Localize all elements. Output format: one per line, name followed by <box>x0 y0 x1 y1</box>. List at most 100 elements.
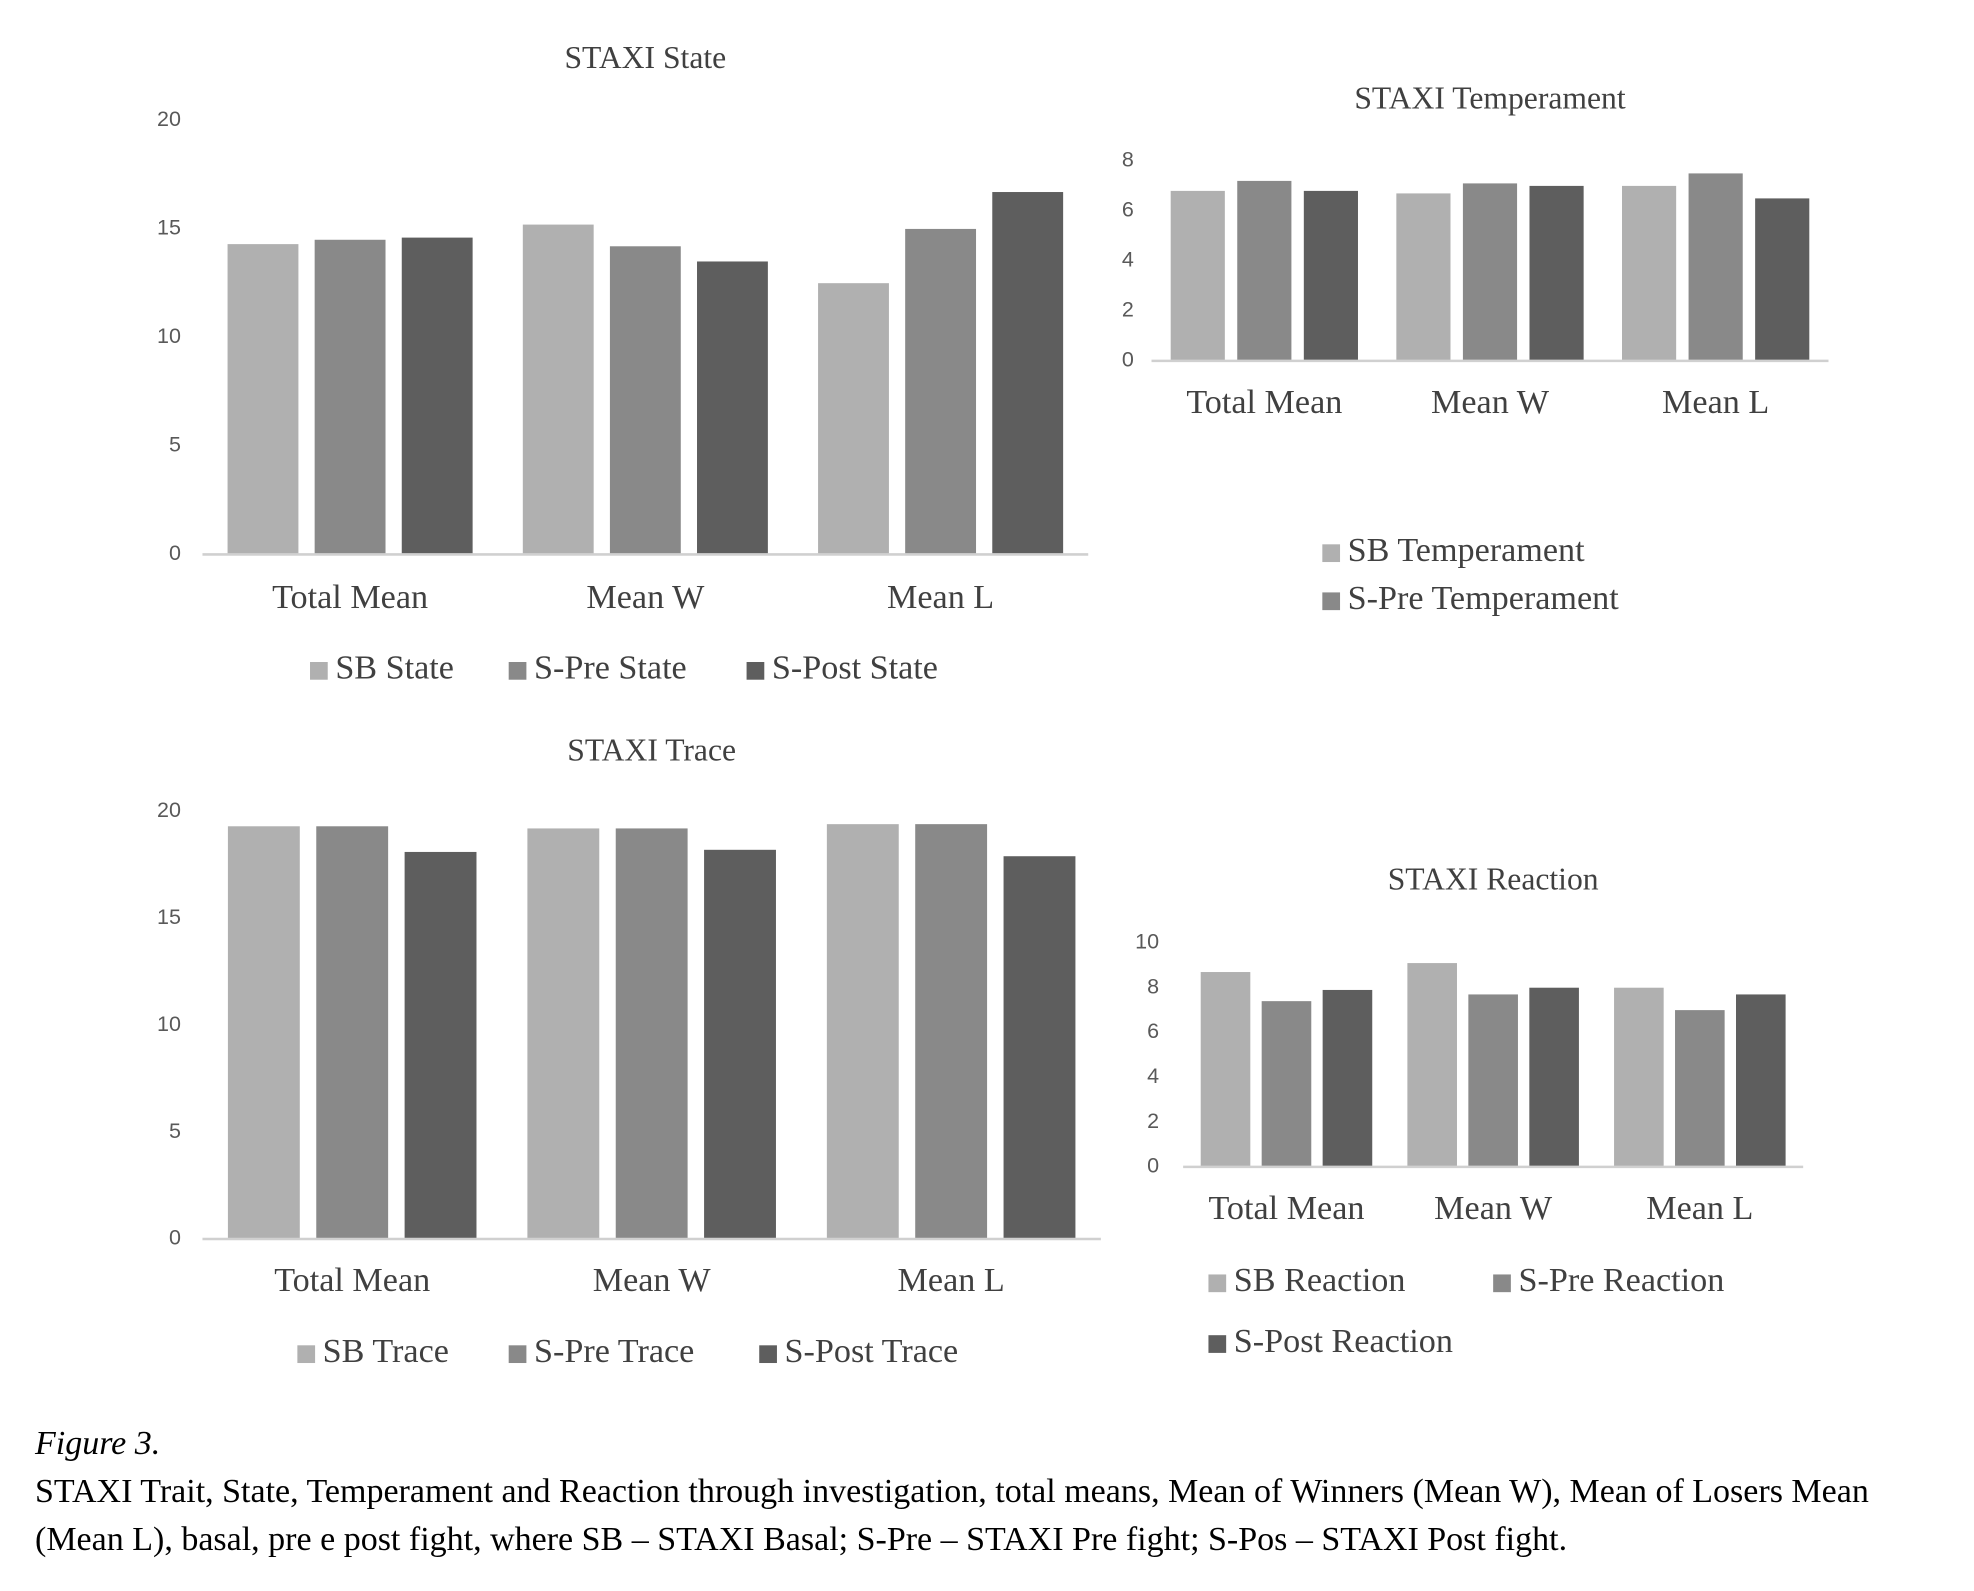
y-tick-label: 15 <box>157 216 181 240</box>
bar <box>1261 1001 1312 1167</box>
y-tick-label: 20 <box>157 107 181 131</box>
legend-label: SB State <box>335 650 454 687</box>
bar <box>227 826 300 1240</box>
caption: Figure 3. STAXI Trait, State, Temperamen… <box>35 1420 1945 1564</box>
x-tick-label: Mean L <box>898 1262 1005 1299</box>
x-tick-label: Mean L <box>887 579 994 616</box>
y-tick-label: 2 <box>1147 1109 1159 1133</box>
legend-swatch <box>1322 592 1341 611</box>
y-tick-label: 2 <box>1122 298 1134 322</box>
legend-label: S-Post Reaction <box>1234 1323 1453 1360</box>
bar <box>1529 185 1584 361</box>
bar <box>615 828 688 1240</box>
bar <box>1614 987 1664 1167</box>
bar <box>826 824 899 1240</box>
legend-swatch <box>508 1345 527 1364</box>
bar <box>1322 989 1373 1167</box>
legend-label: SB Trace <box>323 1333 449 1370</box>
x-tick-label: Total Mean <box>1186 384 1342 421</box>
y-tick-label: 8 <box>1147 974 1159 998</box>
bar <box>1755 198 1810 361</box>
y-tick-label: 8 <box>1122 148 1134 172</box>
legend-swatch <box>1493 1274 1511 1293</box>
x-tick-label: Mean W <box>586 579 705 616</box>
legend-swatch <box>1208 1335 1227 1353</box>
bar <box>1407 963 1457 1167</box>
x-tick-label: Mean W <box>593 1262 712 1299</box>
bar <box>1736 994 1786 1167</box>
bar <box>915 824 988 1240</box>
legend-swatch <box>1208 1274 1227 1293</box>
legend-swatch <box>508 662 527 680</box>
bar <box>818 283 889 555</box>
bar <box>1462 183 1518 361</box>
y-tick-label: 10 <box>157 324 181 348</box>
bar <box>1688 173 1743 361</box>
legend-label: S-Pre Trace <box>534 1333 694 1370</box>
bar <box>992 192 1064 555</box>
legend-swatch <box>310 662 328 680</box>
bar <box>1675 1010 1725 1167</box>
legend-label: S-Post State <box>772 650 938 687</box>
bar <box>527 828 600 1240</box>
legend-label: SB Reaction <box>1234 1262 1406 1299</box>
y-tick-label: 20 <box>157 798 181 822</box>
bar <box>1003 856 1076 1240</box>
chart-title: STAXI Trace <box>567 732 736 767</box>
x-tick-label: Mean L <box>1646 1190 1753 1227</box>
legend-swatch <box>746 662 765 680</box>
bar <box>1529 987 1579 1167</box>
bar <box>905 228 977 555</box>
legend-label: S-Pre Temperament <box>1348 580 1620 617</box>
bar <box>1237 180 1292 361</box>
x-tick-label: Mean L <box>1662 384 1769 421</box>
bar <box>1170 190 1225 361</box>
bar <box>316 826 389 1240</box>
y-tick-label: 5 <box>169 1119 181 1143</box>
y-tick-label: 0 <box>1122 348 1134 372</box>
legend-swatch <box>759 1345 777 1364</box>
x-tick-label: Mean W <box>1431 384 1550 421</box>
legend-label: S-Pre State <box>534 650 687 687</box>
y-tick-label: 10 <box>1135 930 1159 954</box>
bar <box>1303 190 1358 361</box>
legend-swatch <box>1322 544 1341 563</box>
bar <box>1622 185 1677 361</box>
chart-title: STAXI Reaction <box>1388 861 1599 896</box>
bar <box>314 239 386 555</box>
legend-swatch <box>297 1345 316 1364</box>
x-tick-label: Total Mean <box>1208 1190 1364 1227</box>
y-tick-label: 0 <box>169 1226 181 1250</box>
y-tick-label: 6 <box>1147 1019 1159 1043</box>
y-tick-label: 6 <box>1122 198 1134 222</box>
bar <box>697 261 768 555</box>
y-tick-label: 10 <box>157 1012 181 1036</box>
y-tick-label: 5 <box>169 433 181 457</box>
bar <box>609 246 681 555</box>
y-tick-label: 4 <box>1122 248 1134 272</box>
bar <box>1468 994 1518 1167</box>
chart-title: STAXI State <box>564 40 726 75</box>
x-tick-label: Mean W <box>1434 1190 1553 1227</box>
y-tick-label: 0 <box>1147 1154 1159 1178</box>
bar <box>404 851 477 1240</box>
bar <box>1200 972 1251 1167</box>
legend-label: S-Post Trace <box>785 1333 959 1370</box>
bar <box>401 237 473 555</box>
y-tick-label: 15 <box>157 905 181 929</box>
caption-label: Figure 3. <box>35 1425 161 1462</box>
caption-text: STAXI Trait, State, Temperament and Reac… <box>35 1473 1869 1558</box>
legend-label: SB Temperament <box>1348 532 1585 569</box>
legend-label: S-Pre Reaction <box>1518 1262 1724 1299</box>
bar <box>704 849 776 1240</box>
x-tick-label: Total Mean <box>274 1262 430 1299</box>
bar <box>522 224 594 555</box>
y-tick-label: 0 <box>169 541 181 565</box>
x-tick-label: Total Mean <box>272 579 428 616</box>
chart-title: STAXI Temperament <box>1354 81 1626 116</box>
bar <box>1396 193 1451 361</box>
y-tick-label: 4 <box>1147 1064 1159 1088</box>
bar <box>227 244 299 555</box>
